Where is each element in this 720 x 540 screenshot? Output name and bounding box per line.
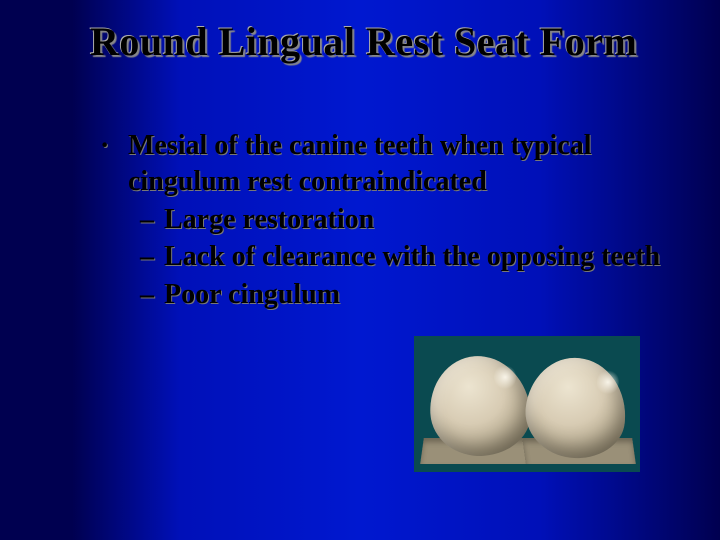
dash-icon: –	[140, 277, 164, 313]
dash-icon: –	[140, 202, 164, 238]
sub-text: Large restoration	[164, 202, 670, 238]
slide-title: Round Lingual Rest Seat Form	[90, 18, 690, 65]
sub-list: – Large restoration – Lack of clearance …	[140, 202, 670, 313]
slide-body: · Mesial of the canine teeth when typica…	[100, 128, 670, 313]
sub-text: Poor cingulum	[164, 277, 670, 313]
bullet-item: · Mesial of the canine teeth when typica…	[100, 128, 670, 200]
sub-text: Lack of clearance with the opposing teet…	[164, 239, 670, 275]
dash-icon: –	[140, 239, 164, 275]
bullet-mark: ·	[100, 128, 128, 164]
bullet-text: Mesial of the canine teeth when typical …	[128, 128, 670, 200]
sub-item: – Poor cingulum	[140, 277, 670, 313]
tooth-highlight	[596, 368, 621, 396]
teeth-photo	[414, 336, 640, 472]
sub-item: – Lack of clearance with the opposing te…	[140, 239, 670, 275]
slide: Round Lingual Rest Seat Form · Mesial of…	[0, 0, 720, 540]
sub-item: – Large restoration	[140, 202, 670, 238]
tooth-highlight	[493, 363, 517, 390]
